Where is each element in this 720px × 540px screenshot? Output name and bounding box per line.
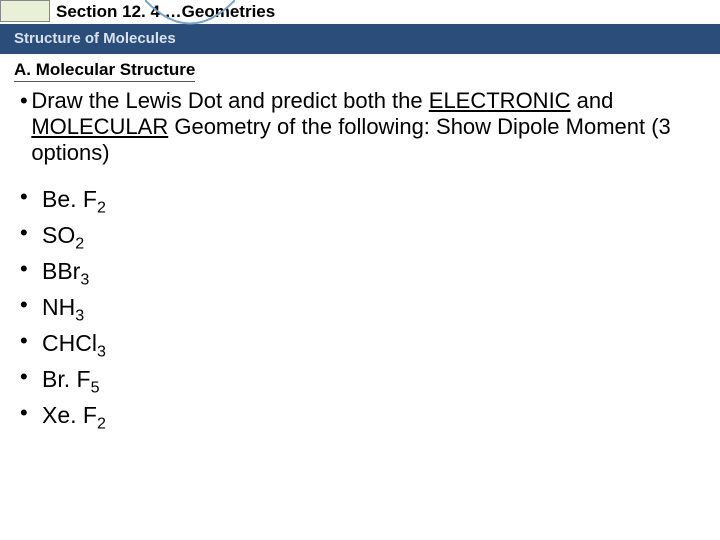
formula-subscript: 2 xyxy=(75,235,84,253)
bullet-icon: • xyxy=(14,328,42,354)
list-item: •SO2 xyxy=(14,220,706,250)
heading-a: A. Molecular Structure xyxy=(14,60,195,82)
formula-subscript: 3 xyxy=(80,271,89,289)
content-area: A. Molecular Structure • Draw the Lewis … xyxy=(14,60,706,436)
bullet-icon: • xyxy=(14,220,42,246)
list-item: •Be. F2 xyxy=(14,184,706,214)
section-title: Section 12. 4 …Geometries xyxy=(56,2,275,22)
bullet-icon: • xyxy=(14,184,42,210)
molecule-formula: SO2 xyxy=(42,220,84,250)
intro-part-b: and xyxy=(571,88,614,113)
molecule-formula: CHCl3 xyxy=(42,328,106,358)
formula-subscript: 3 xyxy=(97,343,106,361)
formula-base: SO xyxy=(42,222,75,248)
formula-base: Be. F xyxy=(42,186,97,212)
formula-subscript: 5 xyxy=(91,379,100,397)
intro-text: Draw the Lewis Dot and predict both the … xyxy=(31,88,706,166)
intro-underline-1: ELECTRONIC xyxy=(429,88,571,113)
section-tab xyxy=(0,0,50,22)
formula-base: NH xyxy=(42,294,75,320)
bullet-icon: • xyxy=(14,292,42,318)
bullet-icon: • xyxy=(14,256,42,282)
intro-part-a: Draw the Lewis Dot and predict both the xyxy=(31,88,428,113)
formula-base: CHCl xyxy=(42,330,97,356)
formula-subscript: 2 xyxy=(97,199,106,217)
molecule-list: •Be. F2•SO2•BBr3•NH3•CHCl3•Br. F5•Xe. F2 xyxy=(14,184,706,430)
list-item: •BBr3 xyxy=(14,256,706,286)
formula-subscript: 3 xyxy=(75,307,84,325)
list-item: •CHCl3 xyxy=(14,328,706,358)
formula-base: BBr xyxy=(42,258,80,284)
molecule-formula: BBr3 xyxy=(42,256,89,286)
subtitle-band: Structure of Molecules xyxy=(0,24,720,54)
section-header: Section 12. 4 …Geometries xyxy=(0,0,720,24)
formula-base: Br. F xyxy=(42,366,91,392)
bullet-icon: • xyxy=(14,88,31,114)
subtitle-text: Structure of Molecules xyxy=(14,30,176,47)
intro-bullet: • Draw the Lewis Dot and predict both th… xyxy=(14,88,706,166)
molecule-formula: Be. F2 xyxy=(42,184,106,214)
molecule-formula: Br. F5 xyxy=(42,364,100,394)
molecule-formula: NH3 xyxy=(42,292,84,322)
molecule-formula: Xe. F2 xyxy=(42,400,106,430)
bullet-icon: • xyxy=(14,364,42,390)
bullet-icon: • xyxy=(14,400,42,426)
list-item: •NH3 xyxy=(14,292,706,322)
list-item: •Br. F5 xyxy=(14,364,706,394)
intro-underline-2: MOLECULAR xyxy=(31,114,168,139)
list-item: •Xe. F2 xyxy=(14,400,706,430)
formula-base: Xe. F xyxy=(42,402,97,428)
formula-subscript: 2 xyxy=(97,415,106,433)
